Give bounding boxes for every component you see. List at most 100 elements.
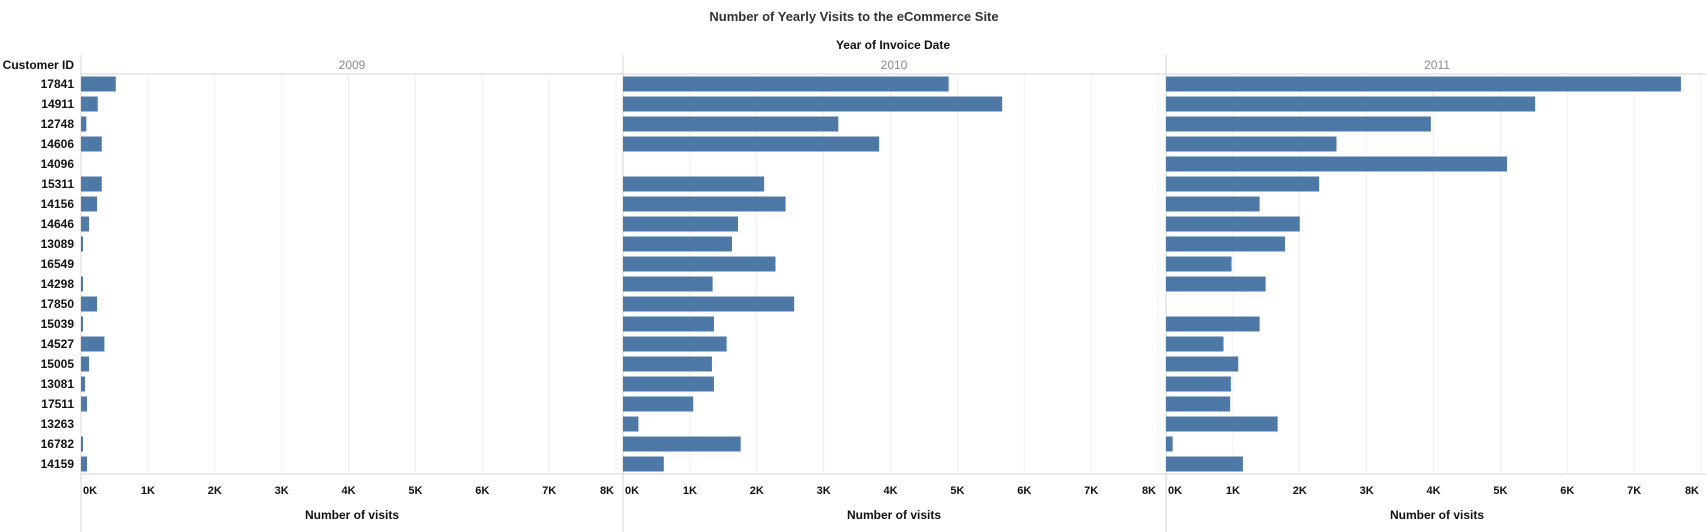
year-header: 2010 — [881, 58, 908, 72]
row-label: 15005 — [41, 357, 75, 371]
bar — [81, 356, 90, 372]
bar — [623, 396, 694, 412]
row-label: 14527 — [41, 337, 75, 351]
bar — [1166, 396, 1231, 412]
bar — [81, 216, 90, 232]
row-label: 13081 — [41, 377, 75, 391]
bar — [623, 196, 786, 212]
bar — [623, 116, 839, 132]
bar — [1166, 276, 1266, 292]
bar — [623, 96, 1003, 112]
row-label: 15039 — [41, 317, 75, 331]
bar — [81, 436, 84, 452]
tick-label: 0K — [1168, 485, 1182, 497]
row-label: 12748 — [41, 117, 75, 131]
bar — [81, 456, 88, 472]
bar — [81, 116, 87, 132]
bar — [1166, 196, 1260, 212]
bar — [1166, 416, 1278, 432]
tick-label: 3K — [817, 485, 831, 497]
x-axis-title: Number of visits — [1390, 508, 1484, 522]
bar — [81, 136, 102, 152]
tick-label: 4K — [341, 485, 355, 497]
bar — [81, 96, 98, 112]
row-label: 17841 — [41, 77, 75, 91]
tick-label: 2K — [750, 485, 764, 497]
bar — [81, 236, 84, 252]
year-header: 2009 — [339, 58, 366, 72]
bar — [1166, 136, 1337, 152]
bar — [623, 336, 727, 352]
tick-label: 7K — [1084, 485, 1098, 497]
bar — [623, 456, 664, 472]
x-axis-title: Number of visits — [305, 508, 399, 522]
row-label: 13263 — [41, 417, 75, 431]
tick-label: 0K — [625, 485, 639, 497]
year-header: 2011 — [1424, 58, 1450, 72]
row-label: 17850 — [41, 297, 75, 311]
column-header: Year of Invoice Date — [836, 38, 950, 52]
bar — [81, 76, 116, 92]
bar — [623, 176, 765, 192]
bar — [1166, 156, 1508, 172]
bar — [81, 296, 98, 312]
tick-label: 2K — [208, 485, 222, 497]
tick-label: 8K — [1685, 485, 1699, 497]
chart-title: Number of Yearly Visits to the eCommerce… — [709, 9, 998, 24]
row-label: 16782 — [41, 437, 75, 451]
tick-label: 6K — [1017, 485, 1031, 497]
bar — [1166, 336, 1224, 352]
bar — [1166, 116, 1431, 132]
tick-label: 1K — [683, 485, 697, 497]
tick-label: 0K — [83, 485, 97, 497]
row-label: 16549 — [41, 257, 75, 271]
bar — [623, 136, 880, 152]
bar — [1166, 216, 1300, 232]
bar — [81, 336, 105, 352]
bar — [623, 276, 713, 292]
bar — [1166, 436, 1173, 452]
tick-label: 5K — [408, 485, 422, 497]
tick-label: 7K — [542, 485, 556, 497]
bar — [81, 196, 98, 212]
bar — [81, 316, 84, 332]
bar — [1166, 256, 1232, 272]
bar — [1166, 236, 1286, 252]
tick-label: 2K — [1293, 485, 1307, 497]
row-label: 15311 — [41, 177, 74, 191]
bar — [1166, 176, 1320, 192]
bar — [1166, 316, 1260, 332]
tick-label: 8K — [600, 485, 614, 497]
tick-label: 4K — [883, 485, 897, 497]
row-label: 14646 — [41, 217, 75, 231]
tick-label: 7K — [1627, 485, 1641, 497]
tick-label: 8K — [1142, 485, 1156, 497]
bar — [1166, 456, 1243, 472]
tick-label: 5K — [1493, 485, 1507, 497]
bar — [623, 296, 795, 312]
bar — [623, 76, 949, 92]
row-label: 17511 — [41, 397, 74, 411]
bar — [623, 256, 776, 272]
row-label: 14298 — [41, 277, 75, 291]
bar — [623, 236, 733, 252]
tick-label: 6K — [1560, 485, 1574, 497]
tick-label: 6K — [475, 485, 489, 497]
tick-label: 1K — [1226, 485, 1240, 497]
row-label: 14159 — [41, 457, 75, 471]
row-label: 14096 — [41, 157, 75, 171]
bar — [81, 276, 84, 292]
tick-label: 3K — [275, 485, 289, 497]
bar — [1166, 376, 1231, 392]
bar — [81, 396, 88, 412]
row-label: 14911 — [41, 97, 74, 111]
bar — [623, 356, 712, 372]
row-header: Customer ID — [3, 58, 75, 72]
x-axis-title: Number of visits — [847, 508, 941, 522]
tick-label: 1K — [141, 485, 155, 497]
row-label: 13089 — [41, 237, 75, 251]
tick-label: 3K — [1360, 485, 1374, 497]
bar — [623, 216, 739, 232]
bar — [623, 416, 639, 432]
